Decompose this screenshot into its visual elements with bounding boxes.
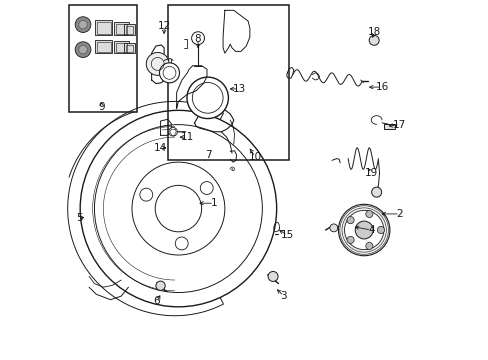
Circle shape — [368, 35, 378, 45]
Circle shape — [329, 224, 337, 232]
Circle shape — [371, 187, 381, 197]
Circle shape — [79, 45, 87, 54]
Bar — [125, 26, 133, 33]
Text: 3: 3 — [280, 291, 286, 301]
Bar — [116, 23, 127, 33]
Circle shape — [75, 17, 91, 32]
Circle shape — [159, 63, 179, 83]
Text: 12: 12 — [157, 21, 170, 31]
Text: 15: 15 — [280, 230, 293, 240]
Circle shape — [79, 20, 87, 29]
Text: 10: 10 — [248, 152, 261, 162]
Text: 19: 19 — [364, 168, 377, 178]
Bar — [69, 5, 137, 112]
Circle shape — [338, 204, 389, 256]
Circle shape — [200, 181, 213, 194]
Text: 1: 1 — [210, 198, 217, 208]
Bar — [114, 41, 129, 53]
Text: 7: 7 — [205, 150, 212, 160]
Bar — [383, 123, 394, 129]
Bar — [95, 40, 112, 53]
Circle shape — [186, 77, 228, 118]
Circle shape — [346, 236, 353, 243]
Bar — [167, 5, 288, 160]
Circle shape — [346, 217, 353, 224]
Text: 8: 8 — [194, 34, 201, 44]
Circle shape — [168, 127, 177, 136]
Circle shape — [175, 237, 188, 250]
Text: 13: 13 — [232, 84, 245, 94]
Text: 9: 9 — [98, 102, 105, 112]
Circle shape — [191, 32, 204, 45]
Text: 6: 6 — [153, 296, 160, 306]
Circle shape — [365, 211, 372, 217]
Bar — [97, 42, 110, 52]
Circle shape — [140, 188, 152, 201]
Circle shape — [354, 221, 372, 239]
Circle shape — [344, 210, 383, 249]
Circle shape — [80, 111, 276, 307]
Circle shape — [75, 42, 91, 58]
Circle shape — [156, 281, 165, 291]
Polygon shape — [67, 102, 223, 316]
Bar — [114, 22, 129, 35]
Circle shape — [146, 53, 169, 75]
Text: 17: 17 — [392, 120, 406, 130]
Bar — [116, 43, 127, 52]
Bar — [97, 22, 110, 33]
Text: 18: 18 — [367, 27, 381, 37]
Bar — [125, 45, 133, 52]
Circle shape — [377, 226, 384, 234]
Text: 4: 4 — [367, 225, 374, 235]
Bar — [124, 24, 135, 35]
Bar — [124, 43, 135, 53]
Text: 14: 14 — [154, 143, 167, 153]
Text: 16: 16 — [375, 82, 388, 92]
Bar — [95, 20, 112, 35]
Text: 2: 2 — [396, 209, 403, 219]
Circle shape — [365, 242, 372, 249]
Circle shape — [267, 271, 278, 282]
Text: 11: 11 — [181, 132, 194, 142]
Text: 5: 5 — [76, 212, 82, 222]
